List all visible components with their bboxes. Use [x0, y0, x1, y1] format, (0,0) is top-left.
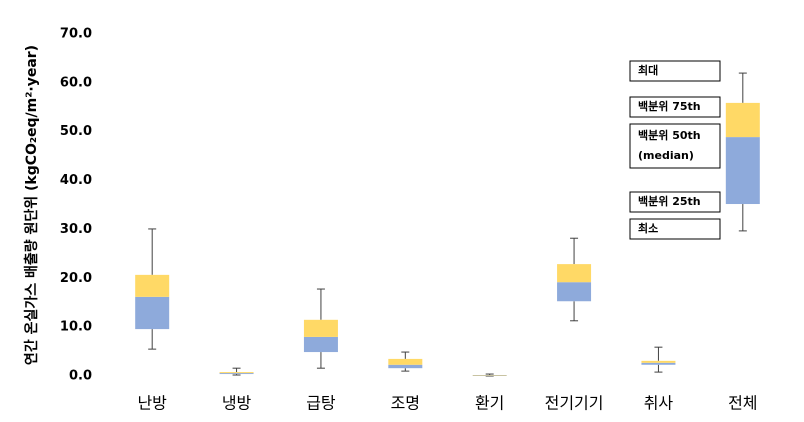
x-tick-label: 전기기기 [545, 394, 604, 413]
box-upper [135, 274, 170, 297]
y-tick-label: 70.0 [60, 27, 92, 42]
annotation-text: 최소 [638, 221, 658, 235]
box-lower [725, 137, 760, 205]
box-lower [557, 282, 592, 302]
y-axis-title: 연간 온실가스 배출량 원단위 (kgCO₂eq/m²·year) [23, 45, 40, 365]
x-tick-label: 취사 [644, 394, 674, 413]
box-upper [219, 372, 254, 374]
x-tick-label: 난방 [137, 394, 167, 413]
annotation-text: 백분위 50th [638, 128, 701, 142]
annotation-box [629, 191, 721, 213]
x-tick-label: 환기 [475, 394, 504, 413]
annotation-box [629, 60, 721, 82]
box-lower [388, 364, 423, 369]
y-tick-label: 50.0 [60, 124, 92, 139]
x-tick-label: 조명 [391, 394, 420, 413]
box-upper [557, 264, 592, 283]
annotation-text: 최대 [638, 63, 658, 77]
y-tick-label: 10.0 [60, 320, 92, 335]
box-upper [725, 102, 760, 138]
x-tick-label: 급탕 [306, 394, 336, 413]
annotation-text: 백분위 25th [638, 194, 701, 208]
box-lower [135, 296, 170, 330]
y-tick-label: 20.0 [60, 271, 92, 286]
x-tick-label: 냉방 [222, 394, 252, 413]
annotation-text: 백분위 75th [638, 99, 701, 113]
x-tick-label: 전체 [728, 394, 757, 413]
annotation-text: (median) [638, 149, 694, 162]
box-lower [303, 336, 338, 353]
box-upper [388, 358, 423, 365]
box-lower [641, 362, 676, 365]
y-tick-label: 60.0 [60, 75, 92, 90]
y-tick-label: 0.0 [69, 369, 92, 384]
box-lower [219, 373, 254, 375]
annotation-box [629, 218, 721, 240]
y-tick-label: 30.0 [60, 222, 92, 237]
y-tick-label: 40.0 [60, 173, 92, 188]
box-upper [641, 360, 676, 363]
annotation-box [629, 96, 721, 118]
box-upper [303, 319, 338, 337]
annotation-box [629, 123, 721, 169]
